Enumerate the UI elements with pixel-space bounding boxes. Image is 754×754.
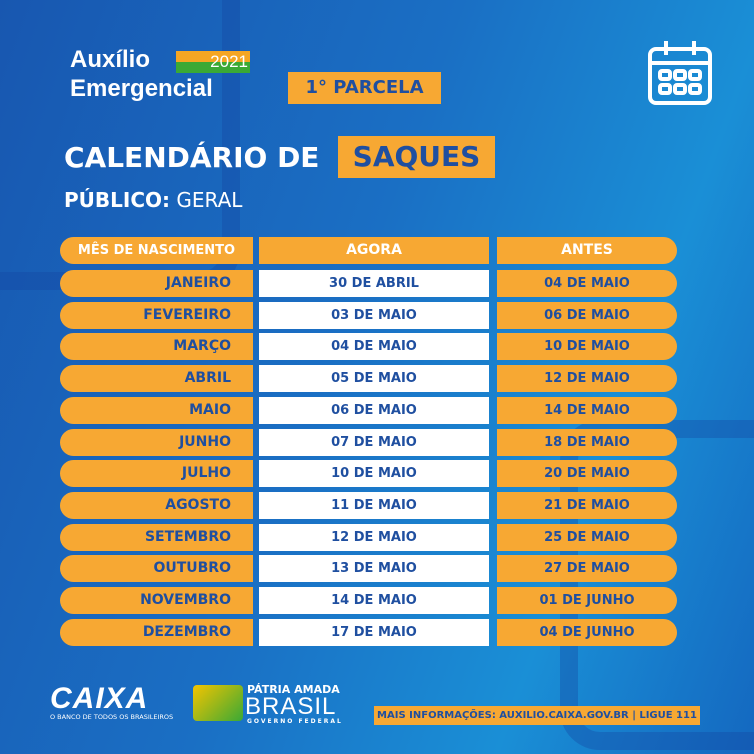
table-row: SETEMBRO 12 DE MAIO 25 DE MAIO: [60, 523, 677, 551]
table-row: JULHO 10 DE MAIO 20 DE MAIO: [60, 460, 677, 488]
before-date-cell: 04 DE JUNHO: [497, 618, 677, 646]
info-banner: MAIS INFORMAÇÕES: AUXILIO.CAIXA.GOV.BR |…: [374, 706, 700, 725]
table-row: MARÇO 04 DE MAIO 10 DE MAIO: [60, 333, 677, 361]
before-date-cell: 18 DE MAIO: [497, 428, 677, 456]
brasil-text: BRASIL: [245, 693, 337, 720]
now-date-cell: 06 DE MAIO: [259, 396, 489, 424]
now-date-cell: 12 DE MAIO: [259, 523, 489, 551]
birth-month-cell: AGOSTO: [60, 491, 253, 519]
title-highlight: SAQUES: [338, 136, 495, 178]
before-date-cell: 12 DE MAIO: [497, 365, 677, 393]
table-row: NOVEMBRO 14 DE MAIO 01 DE JUNHO: [60, 587, 677, 614]
before-date-cell: 14 DE MAIO: [497, 396, 677, 424]
birth-month-cell: FEVEREIRO: [60, 301, 253, 329]
table-row: MAIO 06 DE MAIO 14 DE MAIO: [60, 396, 677, 424]
birth-month-cell: NOVEMBRO: [60, 587, 253, 614]
before-date-cell: 27 DE MAIO: [497, 555, 677, 583]
audience: PÚBLICO: GERAL: [64, 188, 243, 212]
caixa-tagline: O BANCO DE TODOS OS BRASILEIROS: [50, 713, 174, 721]
now-date-cell: 03 DE MAIO: [259, 301, 489, 329]
before-date-cell: 21 DE MAIO: [497, 491, 677, 519]
birth-month-cell: JANEIRO: [60, 270, 253, 297]
now-date-cell: 05 DE MAIO: [259, 365, 489, 393]
patria-text: PÁTRIA AMADA: [247, 683, 340, 696]
table-row: AGOSTO 11 DE MAIO 21 DE MAIO: [60, 491, 677, 519]
table-row: ABRIL 05 DE MAIO 12 DE MAIO: [60, 365, 677, 393]
birth-month-cell: SETEMBRO: [60, 523, 253, 551]
before-date-cell: 06 DE MAIO: [497, 301, 677, 329]
before-date-cell: 25 DE MAIO: [497, 523, 677, 551]
now-date-cell: 04 DE MAIO: [259, 333, 489, 361]
birth-month-cell: JUNHO: [60, 428, 253, 456]
governo-text: GOVERNO FEDERAL: [247, 718, 343, 725]
birth-month-cell: MARÇO: [60, 333, 253, 361]
table-row: OUTUBRO 13 DE MAIO 27 DE MAIO: [60, 555, 677, 583]
table-row: DEZEMBRO 17 DE MAIO 04 DE JUNHO: [60, 618, 677, 646]
table-row: JUNHO 07 DE MAIO 18 DE MAIO: [60, 428, 677, 456]
now-date-cell: 13 DE MAIO: [259, 555, 489, 583]
before-date-cell: 01 DE JUNHO: [497, 587, 677, 614]
calendar-icon: [648, 41, 712, 105]
before-date-cell: 04 DE MAIO: [497, 270, 677, 297]
table-row: JANEIRO 30 DE ABRIL 04 DE MAIO: [60, 270, 677, 297]
now-date-cell: 14 DE MAIO: [259, 587, 489, 614]
before-date-cell: 20 DE MAIO: [497, 460, 677, 488]
caixa-logo: CAIXA: [50, 682, 149, 715]
auxilio-logo: Auxílio Emergencial: [70, 46, 213, 102]
birth-month-cell: OUTUBRO: [60, 555, 253, 583]
year-flag: 2021: [176, 51, 250, 73]
page-title: CALENDÁRIO DE: [64, 141, 320, 174]
header-now: AGORA: [259, 237, 489, 264]
installment-badge: 1° PARCELA: [288, 72, 441, 104]
birth-month-cell: DEZEMBRO: [60, 618, 253, 646]
birth-month-cell: MAIO: [60, 396, 253, 424]
now-date-cell: 30 DE ABRIL: [259, 270, 489, 297]
table-row: FEVEREIRO 03 DE MAIO 06 DE MAIO: [60, 301, 677, 329]
brasil-flag-logo: [193, 685, 243, 721]
header-birth-month: MÊS DE NASCIMENTO: [60, 237, 253, 264]
now-date-cell: 11 DE MAIO: [259, 491, 489, 519]
birth-month-cell: JULHO: [60, 460, 253, 488]
now-date-cell: 17 DE MAIO: [259, 618, 489, 646]
before-date-cell: 10 DE MAIO: [497, 333, 677, 361]
table-header: MÊS DE NASCIMENTO AGORA ANTES: [60, 237, 677, 264]
now-date-cell: 10 DE MAIO: [259, 460, 489, 488]
header-before: ANTES: [497, 237, 677, 264]
birth-month-cell: ABRIL: [60, 365, 253, 393]
now-date-cell: 07 DE MAIO: [259, 428, 489, 456]
